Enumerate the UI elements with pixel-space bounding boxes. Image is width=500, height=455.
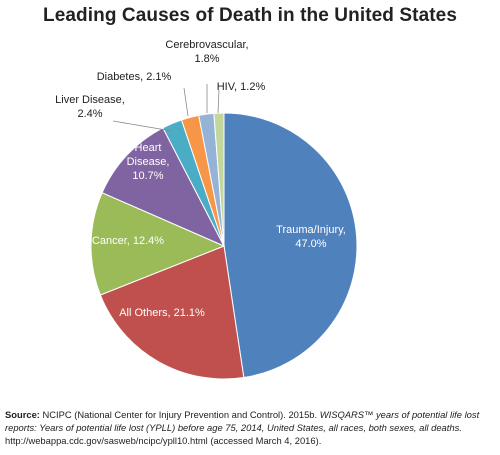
source-title: WISQARS™ years of potential life lost re… xyxy=(5,409,480,433)
source-text-a: NCIPC (National Center for Injury Preven… xyxy=(39,409,320,420)
slice-label-heart: Heart Disease, 10.7% xyxy=(127,142,170,182)
slice-label-line: Trauma/Injury, xyxy=(276,224,346,236)
pie-slice-cancer-12-4 xyxy=(90,192,226,296)
pie-slice-trauma-injury xyxy=(223,112,358,379)
pie-chart: Trauma/Injury, 47.0% All Others, 21.1% Canc… xyxy=(55,39,358,380)
slice-label-line: HIV, 1.2% xyxy=(217,81,266,93)
slice-label-line: Cerebrovascular, xyxy=(165,39,248,51)
leader-line-hiv-1-2 xyxy=(217,89,220,114)
slice-label-liver-disease: Liver Disease, 2.4% xyxy=(55,94,125,120)
source-note: Source: NCIPC (National Center for Injur… xyxy=(5,408,495,447)
slice-label-line: 10.7% xyxy=(132,170,163,182)
source-key: Source: xyxy=(5,409,40,420)
pie-slice-all-others-21-1 xyxy=(99,245,245,380)
slice-label-line: Heart xyxy=(135,142,162,154)
slice-label-all-others-21-1: All Others, 21.1% xyxy=(119,307,205,319)
slice-label-cerebrovascular: Cerebrovascular, 1.8% xyxy=(165,39,248,65)
slice-label-line: Cancer, 12.4% xyxy=(92,235,164,247)
pie-slice-hiv-1-2 xyxy=(213,112,225,247)
leader-line-diabetes-2-1 xyxy=(183,87,189,117)
slice-label-line: Liver Disease, xyxy=(55,94,125,106)
leader-line-liver-disease xyxy=(112,120,173,132)
slice-label-line: 2.4% xyxy=(77,108,102,120)
chart-title: Leading Causes of Death in the United St… xyxy=(42,5,458,26)
slice-label-line: All Others, 21.1% xyxy=(119,307,205,319)
source-text-b: http://webappa.cdc.gov/sasweb/ncipc/ypll… xyxy=(5,435,322,446)
slice-label-line: Diabetes, 2.1% xyxy=(97,71,172,83)
slice-label-trauma-injury: Trauma/Injury, 47.0% xyxy=(276,224,346,250)
slice-label-hiv-1-2: HIV, 1.2% xyxy=(217,81,266,93)
slice-label-diabetes-2-1: Diabetes, 2.1% xyxy=(97,71,172,83)
slice-label-line: 1.8% xyxy=(194,53,219,65)
slice-label-line: Disease, xyxy=(127,156,170,168)
slice-label-cancer-12-4: Cancer, 12.4% xyxy=(92,235,164,247)
slice-label-line: 47.0% xyxy=(295,238,326,250)
